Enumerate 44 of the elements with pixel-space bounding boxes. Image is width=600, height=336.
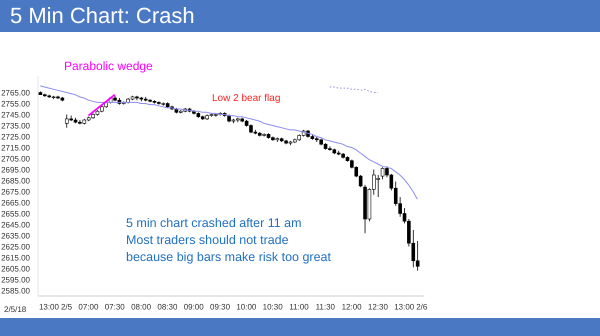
y-tick-label: 2725.00 bbox=[1, 132, 31, 142]
text: 2/5/18 bbox=[4, 305, 26, 316]
y-tick-label: 2615.00 bbox=[1, 253, 31, 262]
y-tick-label: 2655.00 bbox=[1, 209, 31, 218]
annotation: 5 min chart crashed after 11 am Most traders should not trade because big bars make risk too great bbox=[126, 215, 331, 266]
x-tick-label: 11:30 bbox=[316, 302, 336, 312]
y-tick-label: 2675.00 bbox=[1, 187, 31, 196]
x-tick-label: 2/6 bbox=[416, 302, 428, 312]
x-tick-label: 09:30 bbox=[210, 302, 231, 312]
x-tick-label: 10:00 bbox=[236, 302, 257, 312]
text: Parabolic wedge bbox=[64, 58, 153, 74]
candlestick bbox=[376, 174, 380, 198]
x-tick-label: 08:00 bbox=[131, 302, 152, 312]
y-tick-label: 2635.00 bbox=[1, 231, 31, 240]
y-tick-label: 2645.00 bbox=[1, 220, 31, 230]
y-tick-label: 2595.00 bbox=[1, 275, 31, 284]
x-tick-label: 11:00 bbox=[289, 302, 310, 312]
y-tick-label: 2735.00 bbox=[1, 121, 31, 130]
candlestick bbox=[416, 240, 420, 272]
y-tick-label: 2715.00 bbox=[1, 143, 31, 152]
x-tick-label: 10:30 bbox=[262, 302, 284, 312]
x-tick-label: 09:00 bbox=[184, 302, 204, 312]
line-series bbox=[40, 85, 418, 200]
x-tick-label: 07:30 bbox=[104, 302, 126, 312]
y-tick-label: 2665.00 bbox=[1, 198, 31, 208]
x-tick-label: 08:30 bbox=[157, 302, 178, 312]
y-tick-label: 2705.00 bbox=[1, 154, 31, 164]
x-tick-label: 12:00 bbox=[342, 302, 362, 312]
x-tick-label: 2/5 bbox=[60, 302, 73, 312]
x-tick-label: 07:00 bbox=[78, 302, 99, 312]
x-tick-label: 13:00 bbox=[394, 302, 415, 312]
y-tick-label: 2755.00 bbox=[1, 99, 31, 108]
y-tick-label: 2765.00 bbox=[1, 88, 31, 98]
x-tick-label: 13:00 bbox=[38, 302, 60, 312]
y-tick-label: 2745.00 bbox=[1, 110, 31, 120]
candlestick bbox=[64, 114, 69, 128]
y-tick-label: 2585.00 bbox=[1, 286, 31, 296]
annotation: Low 2 bear flag bbox=[212, 92, 280, 106]
y-tick-label: 2605.00 bbox=[1, 264, 31, 274]
y-tick-label: 2695.00 bbox=[1, 165, 31, 174]
y-tick-label: 2625.00 bbox=[1, 242, 31, 252]
x-tick-label: 12:30 bbox=[368, 302, 388, 312]
y-tick-label: 2685.00 bbox=[1, 176, 31, 186]
chart-title: 5 Min Chart: Crash bbox=[0, 0, 600, 32]
